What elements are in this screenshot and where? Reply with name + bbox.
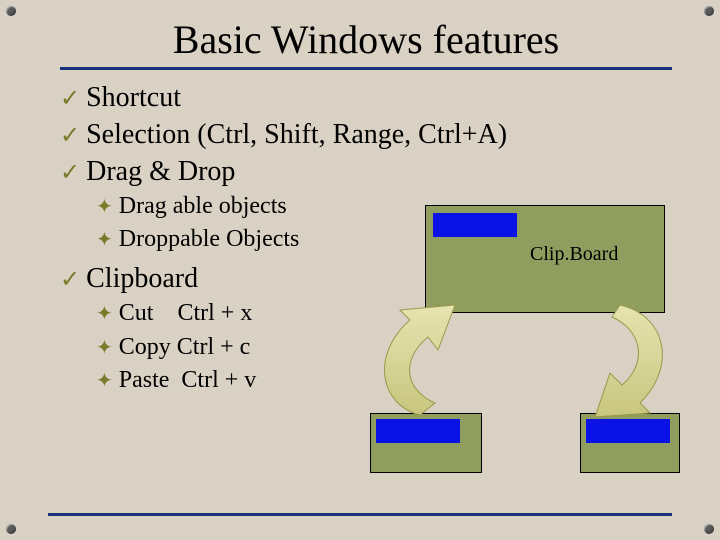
diagram-accent-bar [433,213,517,237]
slide-title: Basic Windows features [60,16,672,63]
sub-bullet-text: Droppable Objects [119,224,300,255]
bullet-text: Shortcut [86,80,181,115]
corner-dot-icon [704,524,714,534]
plus-icon: ✦ [96,304,113,324]
bullet-item: ✓ Shortcut [60,80,672,115]
check-icon: ✓ [60,87,80,111]
divider-bottom [48,513,672,516]
plus-icon: ✦ [96,230,113,250]
plus-icon: ✦ [96,338,113,358]
sub-bullet-text: Paste Ctrl + v [119,365,257,396]
bullet-text: Clipboard [86,261,198,296]
corner-dot-icon [6,6,16,16]
sub-bullet-text: Copy Ctrl + c [119,332,251,363]
clipboard-diagram: Clip.Board [370,205,680,473]
check-icon: ✓ [60,124,80,148]
check-icon: ✓ [60,268,80,292]
check-icon: ✓ [60,161,80,185]
bullet-text: Drag & Drop [86,154,235,189]
divider-top [60,67,672,70]
corner-dot-icon [6,524,16,534]
arrow-right-icon [550,295,690,425]
sub-bullet-text: Cut Ctrl + x [119,298,253,329]
bullet-text: Selection (Ctrl, Shift, Range, Ctrl+A) [86,117,507,152]
diagram-label: Clip.Board [530,243,618,266]
plus-icon: ✦ [96,371,113,391]
sub-bullet-text: Drag able objects [119,191,287,222]
plus-icon: ✦ [96,197,113,217]
arrow-left-icon [360,295,500,425]
bullet-item: ✓ Drag & Drop [60,154,672,189]
bullet-item: ✓ Selection (Ctrl, Shift, Range, Ctrl+A) [60,117,672,152]
corner-dot-icon [704,6,714,16]
